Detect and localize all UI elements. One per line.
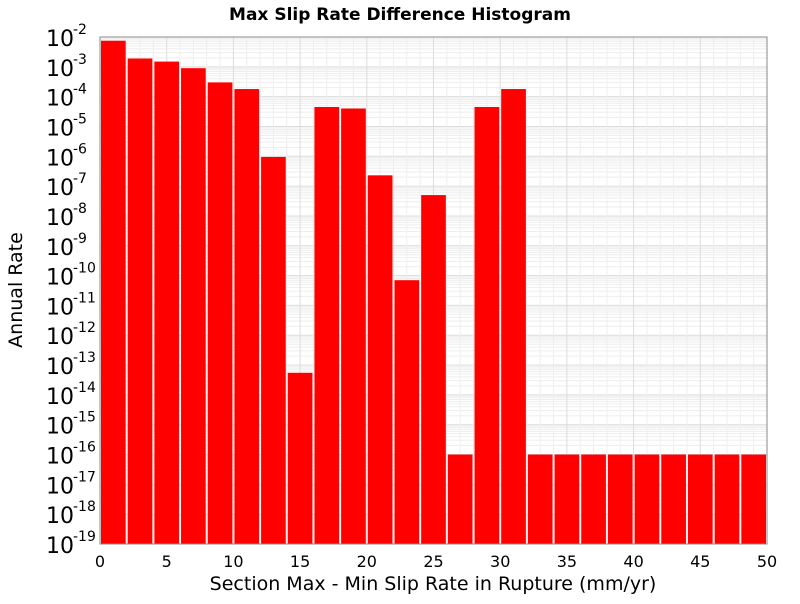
y-tick-label: 10 -2	[46, 22, 87, 52]
y-tick-base: 10	[46, 385, 74, 410]
histogram-bar	[367, 175, 393, 544]
y-tick-exponent: -16	[73, 440, 96, 456]
y-tick-base: 10	[46, 266, 74, 291]
histogram-bar	[741, 454, 766, 544]
y-tick-label: 10 -6	[46, 141, 87, 171]
y-tick-exponent: -4	[73, 82, 87, 98]
y-tick-base: 10	[46, 295, 74, 320]
y-tick-base: 10	[46, 415, 74, 440]
y-tick-label: 10 -19	[46, 529, 96, 559]
chart-title: Max Slip Rate Difference Histogram	[229, 5, 571, 25]
plot-frame	[99, 36, 768, 545]
histogram-bar	[154, 61, 180, 544]
y-tick-base: 10	[46, 87, 74, 112]
y-tick-base: 10	[46, 534, 74, 559]
y-tick-base: 10	[46, 236, 74, 261]
y-tick-exponent: -18	[73, 499, 96, 515]
y-tick-exponent: -11	[73, 290, 96, 306]
y-tick-exponent: -8	[73, 201, 87, 217]
histogram-bar	[607, 454, 633, 544]
y-tick-base: 10	[46, 206, 74, 231]
histogram-bar	[394, 280, 420, 544]
y-tick-exponent: -12	[73, 320, 96, 336]
y-tick-label: 10 -13	[46, 350, 96, 380]
y-tick-exponent: -15	[73, 410, 96, 426]
x-axis-label: Section Max - Min Slip Rate in Rupture (…	[210, 573, 657, 595]
y-tick-label: 10 -18	[46, 499, 96, 529]
y-tick-exponent: -7	[73, 171, 87, 187]
histogram-bar	[661, 454, 686, 544]
y-tick-label: 10 -10	[46, 261, 96, 291]
histogram-bar	[581, 454, 606, 544]
y-axis-label: Annual Rate	[5, 232, 27, 348]
histogram-bar	[181, 68, 206, 545]
y-tick-base: 10	[46, 116, 74, 141]
y-tick-exponent: -3	[73, 52, 87, 68]
y-tick-label: 10 -3	[46, 52, 87, 82]
y-tick-base: 10	[46, 176, 74, 201]
y-tick-label: 10 -16	[46, 440, 96, 470]
y-tick-label: 10 -4	[46, 82, 87, 112]
y-tick-base: 10	[46, 445, 74, 470]
histogram-bar	[261, 156, 286, 544]
y-tick-labels: 10-210-310-410-510-610-710-810-910 -1010-…	[46, 22, 96, 559]
histogram-bar	[101, 40, 126, 545]
y-tick-label: 10 -5	[46, 111, 87, 141]
y-tick-exponent: -5	[73, 111, 87, 127]
histogram-bar	[687, 454, 713, 544]
y-tick-label: 10 -15	[46, 410, 96, 440]
y-tick-exponent: -17	[73, 469, 96, 485]
histogram-bar	[714, 454, 740, 544]
y-tick-exponent: -2	[73, 22, 87, 38]
x-tick-label: 45	[690, 552, 710, 571]
x-tick-label: 0	[95, 552, 105, 571]
y-tick-base: 10	[46, 355, 74, 380]
y-tick-base: 10	[46, 27, 74, 52]
y-tick-label: 10 -12	[46, 320, 96, 350]
histogram-bar	[341, 108, 366, 544]
y-tick-label: 10 -14	[46, 380, 96, 410]
y-tick-base: 10	[46, 146, 74, 171]
x-tick-label: 50	[757, 552, 777, 571]
x-tick-label: 5	[162, 552, 172, 571]
histogram-bar	[234, 89, 260, 544]
y-tick-exponent: -10	[73, 261, 96, 277]
y-tick-base: 10	[46, 325, 74, 350]
x-tick-label: 20	[357, 552, 377, 571]
x-tick-label: 30	[490, 552, 510, 571]
x-tick-label: 25	[423, 552, 443, 571]
y-tick-base: 10	[46, 504, 74, 529]
y-tick-exponent: -14	[73, 380, 96, 396]
y-tick-base: 10	[46, 57, 74, 82]
y-tick-label: 10 -11	[46, 290, 96, 320]
histogram-bar	[474, 106, 500, 544]
x-tick-label: 15	[290, 552, 310, 571]
y-tick-label: 10 -17	[46, 469, 96, 499]
histogram-bar	[127, 58, 153, 545]
x-tick-label: 35	[557, 552, 577, 571]
y-tick-exponent: -13	[73, 350, 96, 366]
histogram-bar	[314, 106, 340, 544]
y-tick-exponent: -9	[73, 231, 87, 247]
bars	[101, 40, 766, 545]
histogram-bar	[554, 454, 580, 544]
x-tick-label: 10	[223, 552, 243, 571]
y-tick-exponent: -6	[73, 141, 87, 157]
histogram-bar	[501, 89, 526, 544]
y-tick-label: 10 -7	[46, 171, 87, 201]
histogram-bar	[447, 454, 473, 544]
histogram-bar	[634, 454, 660, 544]
histogram-bar	[527, 454, 553, 544]
histogram-bar	[207, 82, 233, 545]
x-tick-label: 40	[623, 552, 643, 571]
y-tick-base: 10	[46, 474, 74, 499]
histogram-bar	[421, 195, 446, 544]
y-tick-label: 10 -9	[46, 231, 87, 261]
y-tick-label: 10 -8	[46, 201, 87, 231]
x-tick-labels: 0 5 10 15 20 25 30 35 40 45 50	[95, 552, 777, 571]
y-tick-exponent: -19	[73, 529, 96, 545]
histogram-bar	[287, 372, 313, 544]
